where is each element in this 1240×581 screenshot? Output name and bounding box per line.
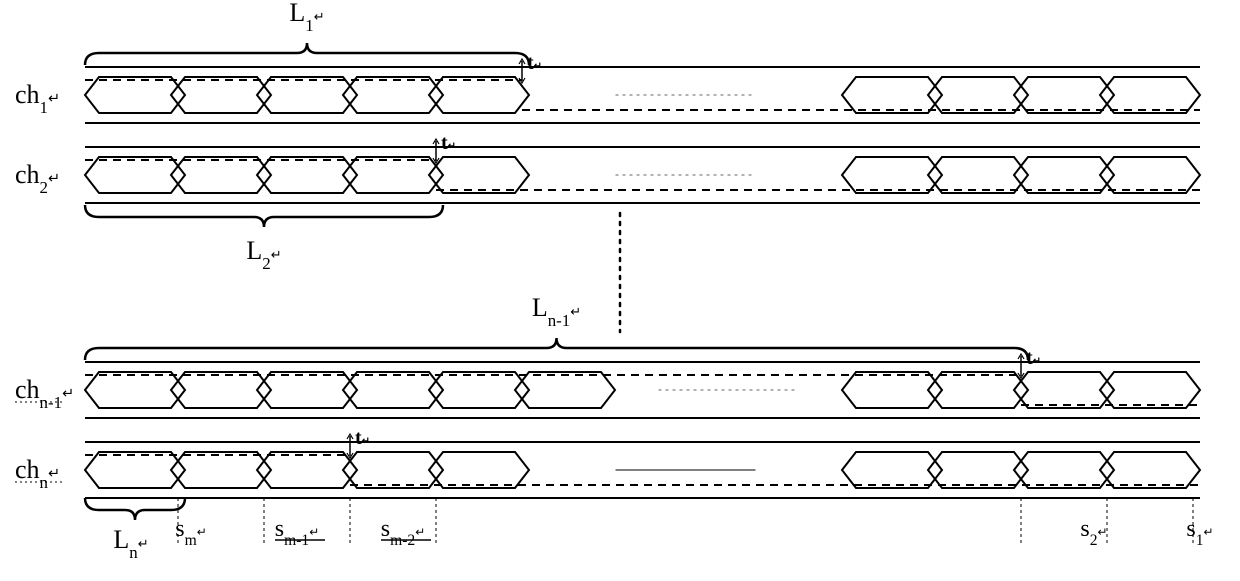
l-label-Ln1: Ln-1↵ [532, 293, 581, 330]
row-label-ch1: ch1↵ [15, 80, 60, 117]
row-chn1: t↵ [85, 338, 1200, 418]
brace [85, 338, 1028, 360]
brace [85, 205, 443, 227]
s-label-s1: s1↵ [1186, 516, 1213, 549]
s-label-sm2: sm-2↵ [381, 516, 426, 549]
l-label-Ln: Ln↵ [113, 525, 148, 562]
row-label-ch2: ch2↵ [15, 160, 60, 197]
s-label-sm: sm↵ [175, 516, 207, 549]
brace [85, 498, 185, 520]
l-label-L2: L2↵ [246, 236, 281, 273]
brace [85, 43, 529, 65]
row-ch1: t↵ [85, 43, 1200, 123]
t-label: t↵ [441, 132, 456, 154]
s-label-s2: s2↵ [1080, 516, 1107, 549]
s-label-sm1: sm-1↵ [275, 516, 320, 549]
l-label-L1: L1↵ [289, 0, 324, 35]
row-label-chn: chn↵ [15, 455, 60, 492]
row-chn: t↵ [85, 427, 1200, 543]
t-label: t↵ [355, 427, 370, 449]
row-label-chn1: chn-1↵ [15, 375, 74, 412]
channel-diagram: t↵ ch1↵ L1↵ t↵ ch2↵ L2↵ t↵ chn-1↵ Ln-1↵ t↵ chn↵ Ln↵… [0, 0, 1240, 581]
row-ch2: t↵ [85, 132, 1200, 227]
